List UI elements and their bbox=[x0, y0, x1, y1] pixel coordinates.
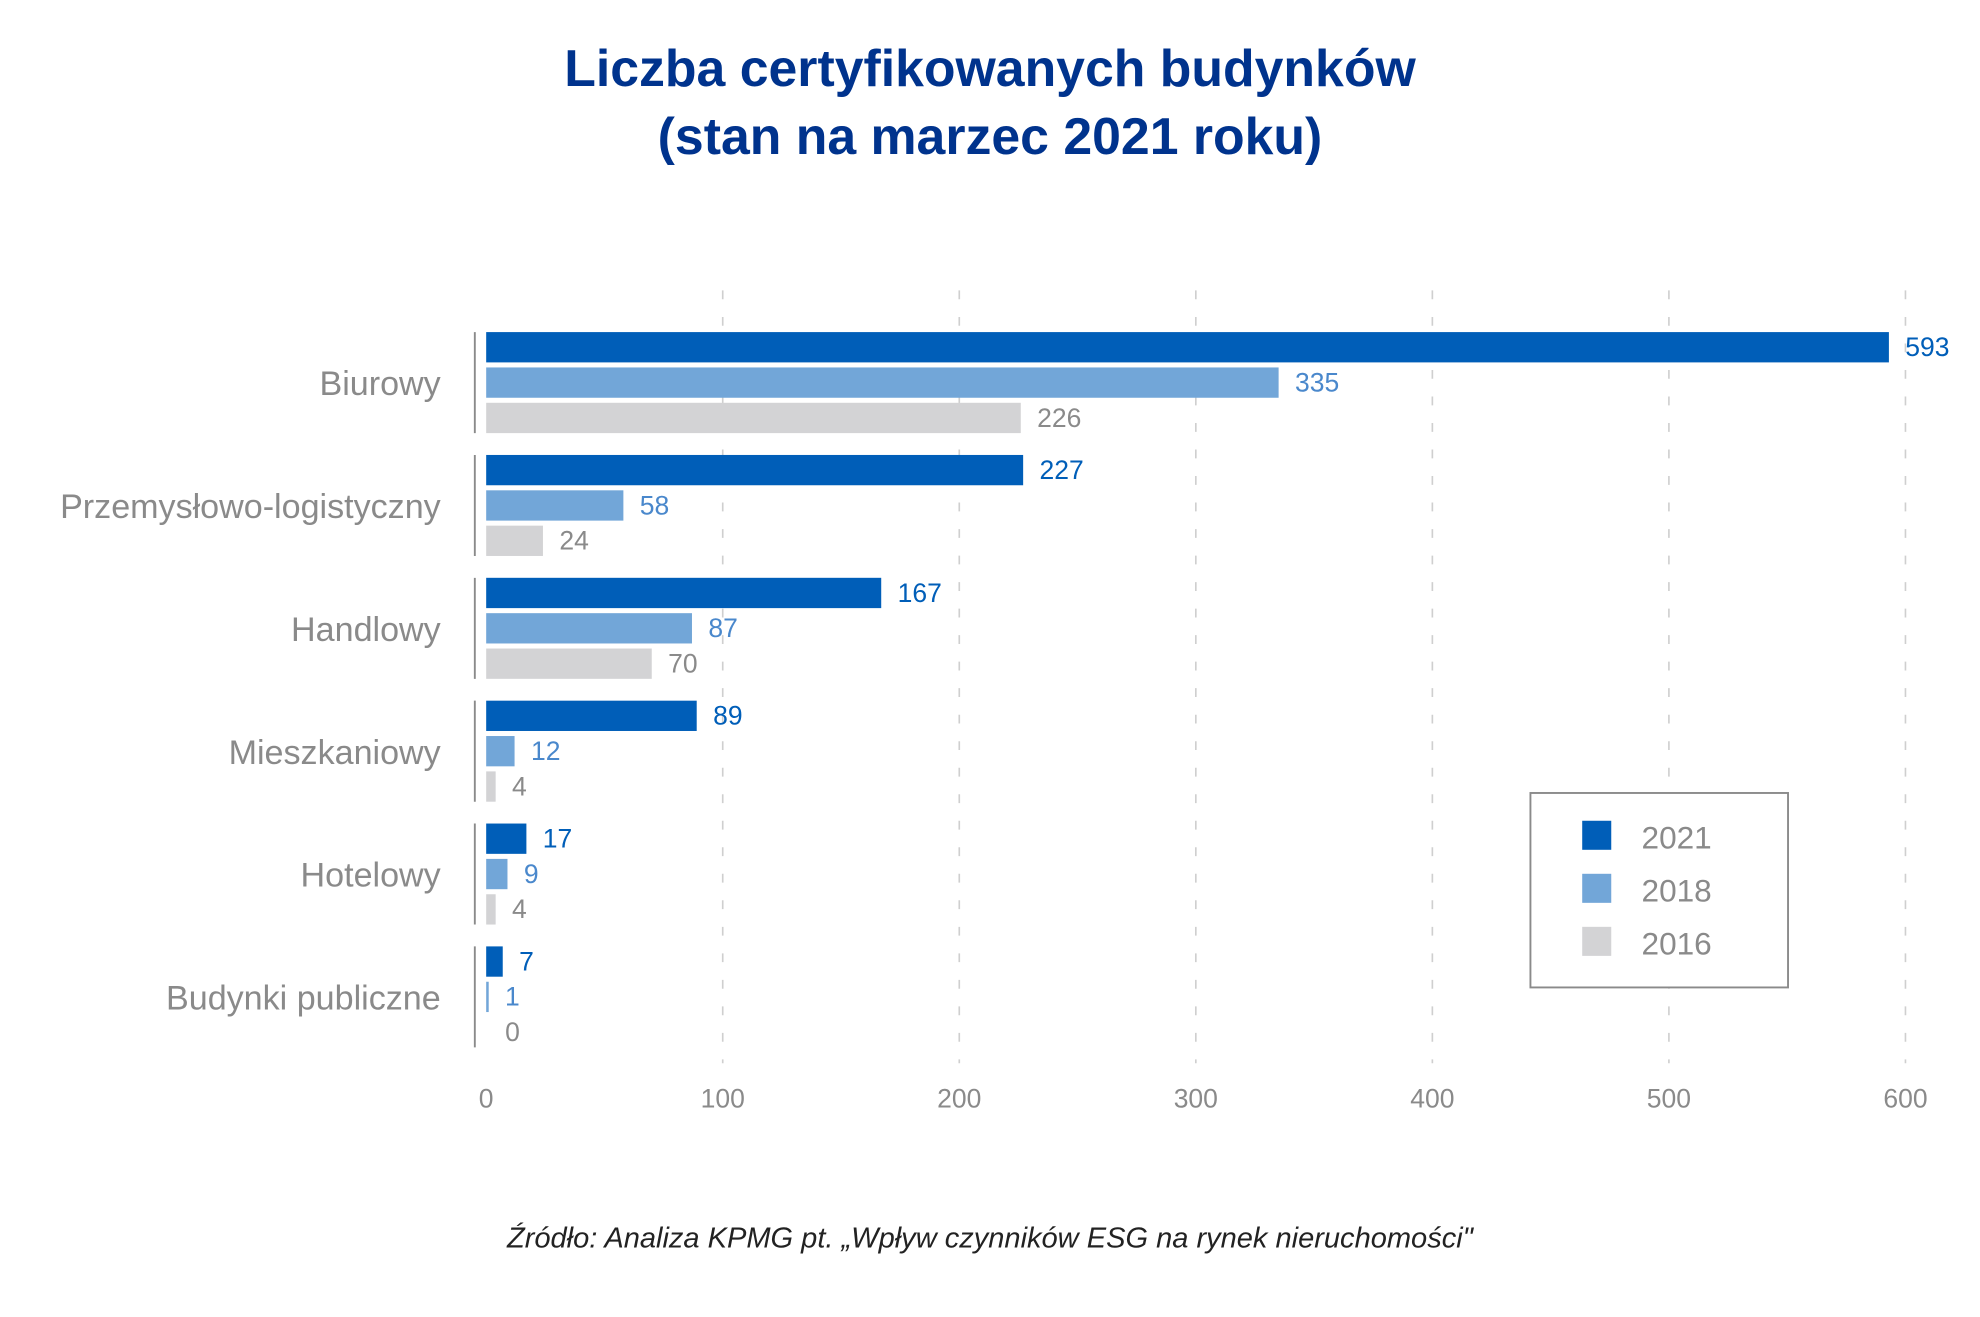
data-label-2021: 7 bbox=[519, 946, 534, 976]
bar-2018 bbox=[486, 858, 508, 890]
data-label-2018: 1 bbox=[505, 982, 520, 1012]
x-tick-label: 0 bbox=[479, 1083, 494, 1113]
x-tick-label: 500 bbox=[1647, 1083, 1691, 1113]
data-label-2018: 9 bbox=[524, 859, 539, 889]
x-tick-label: 100 bbox=[701, 1083, 745, 1113]
legend-swatch-2016 bbox=[1582, 926, 1612, 956]
data-label-2018: 12 bbox=[531, 736, 560, 766]
data-label-2021: 593 bbox=[1905, 332, 1949, 362]
source-note: Źródło: Analiza KPMG pt. „Wpływ czynnikó… bbox=[506, 1222, 1475, 1255]
legend-label-2016: 2016 bbox=[1642, 926, 1712, 962]
data-label-2016: 70 bbox=[668, 649, 697, 679]
data-label-2021: 167 bbox=[898, 578, 942, 608]
y-axis: Biurowy Przemysłowo-logistyczny Handlowy Mi… bbox=[60, 332, 476, 1048]
bar-2021 bbox=[486, 454, 1024, 486]
legend-swatch-2021 bbox=[1582, 820, 1612, 850]
x-tick-label: 400 bbox=[1410, 1083, 1454, 1113]
bar-2021 bbox=[486, 577, 882, 609]
data-label-2016: 4 bbox=[512, 894, 527, 924]
x-tick-labels: 0 100 200 300 400 500 600 bbox=[479, 1083, 1928, 1113]
category-label: Handlowy bbox=[291, 611, 441, 649]
chart-title-line-2: (stan na marzec 2021 roku) bbox=[658, 107, 1323, 165]
bar-2018 bbox=[486, 367, 1279, 398]
data-label-2021: 227 bbox=[1040, 455, 1084, 485]
bar-2016 bbox=[486, 402, 1021, 434]
x-tick-label: 300 bbox=[1174, 1083, 1218, 1113]
bar-2018 bbox=[486, 981, 489, 1013]
category-label: Przemysłowo-logistyczny bbox=[60, 488, 441, 526]
category-label: Hotelowy bbox=[301, 857, 441, 895]
bar-2016 bbox=[486, 648, 652, 679]
data-label-2018: 58 bbox=[640, 490, 669, 520]
chart-title-line-1: Liczba certyfikowanych budynków bbox=[564, 39, 1416, 97]
legend-swatch-2018 bbox=[1582, 873, 1612, 903]
data-label-2016: 226 bbox=[1037, 403, 1081, 433]
legend-label-2021: 2021 bbox=[1642, 820, 1712, 856]
category-label: Biurowy bbox=[320, 365, 441, 403]
category-label: Mieszkaniowy bbox=[229, 734, 441, 772]
bar-2021 bbox=[486, 332, 1889, 363]
legend: 2021 2018 2016 bbox=[1529, 792, 1789, 989]
bar-2016 bbox=[486, 771, 496, 802]
bar-2016 bbox=[486, 894, 496, 925]
bar-2021 bbox=[486, 946, 503, 977]
bar-2018 bbox=[486, 490, 624, 521]
category-label: Budynki publiczne bbox=[166, 980, 441, 1018]
data-label-2016: 4 bbox=[512, 771, 527, 801]
bar-2018 bbox=[486, 736, 515, 767]
bar-2021 bbox=[486, 700, 697, 731]
data-label-2018: 335 bbox=[1295, 367, 1339, 397]
data-label-2016: 0 bbox=[505, 1017, 520, 1047]
data-label-2021: 89 bbox=[713, 701, 742, 731]
data-label-2021: 17 bbox=[543, 824, 572, 854]
legend-label-2018: 2018 bbox=[1642, 873, 1712, 909]
x-tick-label: 600 bbox=[1883, 1083, 1927, 1113]
data-label-2018: 87 bbox=[708, 613, 737, 643]
legend-box bbox=[1529, 792, 1789, 989]
data-label-2016: 24 bbox=[559, 526, 588, 556]
bar-2021 bbox=[486, 823, 527, 854]
x-tick-label: 200 bbox=[937, 1083, 981, 1113]
bar-2016 bbox=[486, 525, 543, 556]
bar-2018 bbox=[486, 613, 692, 644]
